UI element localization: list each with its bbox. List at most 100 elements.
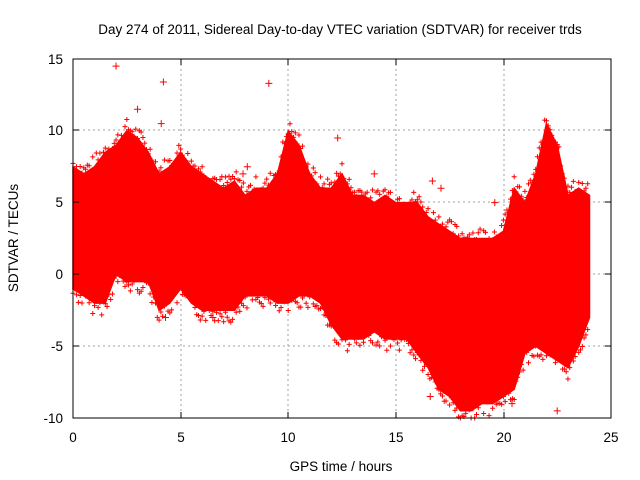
edge-marker [474,237,479,243]
edge-marker [152,159,158,165]
edge-marker [450,231,456,237]
edge-marker [163,300,169,306]
edge-marker [122,124,128,130]
edge-marker [113,273,119,279]
edge-marker [140,284,146,290]
edge-marker [466,407,472,413]
edge-marker [468,241,474,247]
edge-marker [178,146,184,152]
edge-marker [187,293,193,299]
edge-marker [90,154,96,160]
edge-marker [154,314,160,320]
edge-markers [70,117,591,421]
edge-marker [156,317,162,323]
edge-marker [210,309,216,315]
edge-marker [429,375,435,381]
edge-marker [314,181,320,187]
y-tick-label: 5 [55,195,63,210]
edge-marker [92,167,98,173]
plot-frame [72,58,612,419]
edge-marker [334,170,340,176]
edge-marker [287,121,293,127]
edge-marker [122,283,128,289]
outlier-point [209,313,217,321]
edge-marker [405,340,411,346]
edge-marker [249,189,255,195]
y-axis-label: SDTVAR / TECUs [6,184,21,293]
edge-marker [409,197,415,203]
edge-marker [375,188,381,194]
edge-marker [118,271,124,277]
edge-marker [248,182,254,188]
edge-marker [321,181,327,187]
edge-marker [482,396,488,402]
edge-marker [240,303,246,309]
edge-marker [436,387,442,393]
edge-marker [479,238,485,244]
edge-marker [520,197,526,203]
edge-marker [414,197,420,203]
edge-marker [77,292,83,298]
data-band [72,121,591,412]
edge-marker [99,312,105,318]
edge-marker [504,386,510,392]
edge-marker [357,342,363,348]
edge-marker [411,189,417,195]
edge-marker [298,304,304,310]
tick-marks [73,59,611,418]
edge-marker [120,278,126,284]
edge-marker [341,175,347,181]
edge-marker [109,291,115,297]
edge-marker [448,395,454,401]
edge-marker [147,291,153,297]
edge-marker [133,126,139,132]
edge-marker [427,217,433,223]
edge-marker [355,335,361,341]
edge-marker [407,350,413,356]
edge-marker [285,131,291,137]
edge-marker [239,184,245,190]
edge-marker [233,169,239,175]
edge-marker [113,137,119,143]
edge-marker [97,300,103,306]
edge-marker [120,137,126,143]
edge-marker [154,171,160,177]
edge-marker [484,399,490,405]
edge-marker [242,294,248,300]
edge-marker [396,347,402,353]
edge-marker [104,151,110,157]
edge-marker [319,304,325,310]
edge-marker [579,343,585,349]
edge-marker [260,185,266,191]
edge-marker [88,293,94,299]
edge-marker [269,182,275,188]
edge-marker [425,372,431,378]
edge-marker [174,300,180,306]
edge-marker [439,221,445,227]
edge-marker [230,316,236,322]
edge-marker [396,196,402,202]
edge-marker [527,345,533,351]
edge-marker [271,297,277,303]
edge-marker [443,398,449,404]
edge-marker [111,140,117,146]
edge-marker [413,356,419,362]
edge-marker [423,210,429,216]
edge-marker [185,150,191,156]
edge-marker [312,170,318,176]
edge-marker [490,405,496,411]
outlier-point [370,170,378,178]
outlier-point [112,62,120,70]
edge-marker [429,220,435,226]
outlier-point [265,79,273,87]
edge-marker [438,227,444,233]
edge-marker [551,353,557,359]
edge-marker [466,232,472,238]
edge-marker [500,394,506,400]
edge-marker [160,313,166,319]
edge-marker [217,177,223,183]
data-layer [70,62,591,421]
edge-marker [558,163,564,169]
edge-marker [585,327,591,333]
edge-marker [416,194,422,200]
